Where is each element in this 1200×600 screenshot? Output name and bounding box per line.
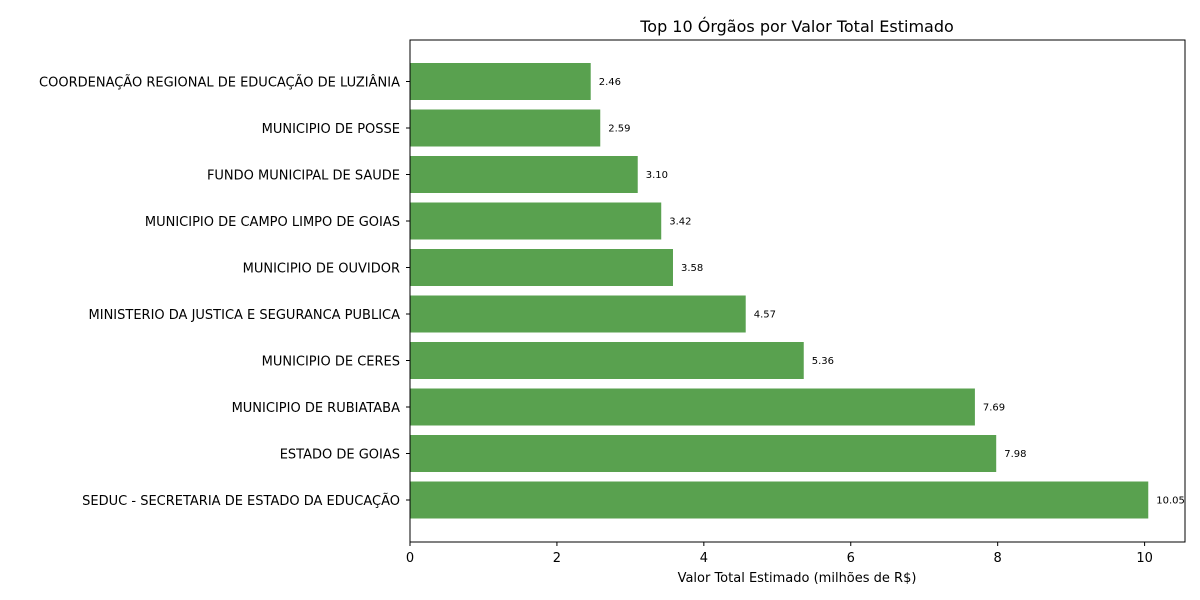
data-label: 10.05: [1156, 496, 1185, 507]
x-tick-label: 10: [1136, 551, 1153, 566]
category-label: FUNDO MUNICIPAL DE SAUDE: [207, 169, 400, 184]
data-label: 2.46: [599, 77, 621, 88]
data-label: 7.69: [983, 403, 1005, 414]
data-label: 7.98: [1004, 449, 1026, 460]
chart-title: Top 10 Órgãos por Valor Total Estimado: [639, 17, 954, 36]
bar: [410, 388, 975, 426]
category-label: ESTADO DE GOIAS: [280, 448, 400, 463]
bar: [410, 202, 662, 240]
data-label: 3.42: [669, 217, 691, 228]
category-label: MUNICIPIO DE POSSE: [262, 122, 400, 137]
bar: [410, 156, 638, 193]
data-label: 3.10: [646, 170, 668, 181]
category-label: MUNICIPIO DE CERES: [262, 355, 400, 370]
axes-frame: [409, 39, 1186, 543]
category-label: MUNICIPIO DE CAMPO LIMPO DE GOIAS: [145, 215, 400, 230]
x-tick-label: 8: [994, 551, 1002, 566]
x-axis-ticks: 0 2 4 6 8 10: [406, 542, 1153, 566]
x-tick-label: 0: [406, 551, 414, 566]
bar: [410, 295, 746, 333]
plot-frame: [409, 39, 1186, 543]
x-tick-label: 4: [700, 551, 708, 566]
bar: [410, 342, 804, 379]
bars-layer: 2.46 2.59 3.10 3.42 3.58 4.57 5.36 7.69 7.98 10.0…: [410, 63, 1185, 519]
category-label: COORDENAÇÃO REGIONAL DE EDUCAÇÃO DE LUZI…: [39, 75, 400, 91]
category-label: MINISTERIO DA JUSTICA E SEGURANCA PUBLIC…: [89, 308, 401, 323]
data-label: 4.57: [754, 310, 776, 321]
bar: [410, 435, 997, 472]
x-tick-label: 2: [553, 551, 561, 566]
bar: [410, 249, 673, 286]
bar: [410, 63, 591, 100]
data-label: 2.59: [608, 124, 630, 135]
data-label: 3.58: [681, 263, 703, 274]
category-label: MUNICIPIO DE OUVIDOR: [243, 262, 400, 277]
x-axis-label: Valor Total Estimado (milhões de R$): [678, 571, 917, 586]
bar: [410, 109, 601, 147]
category-label: MUNICIPIO DE RUBIATABA: [232, 401, 401, 416]
x-tick-label: 6: [847, 551, 855, 566]
data-label: 5.36: [812, 356, 834, 367]
bar: [410, 481, 1149, 519]
category-label: SEDUC - SECRETARIA DE ESTADO DA EDUCAÇÃO: [82, 493, 400, 509]
category-labels: COORDENAÇÃO REGIONAL DE EDUCAÇÃO DE LUZI…: [39, 75, 410, 509]
